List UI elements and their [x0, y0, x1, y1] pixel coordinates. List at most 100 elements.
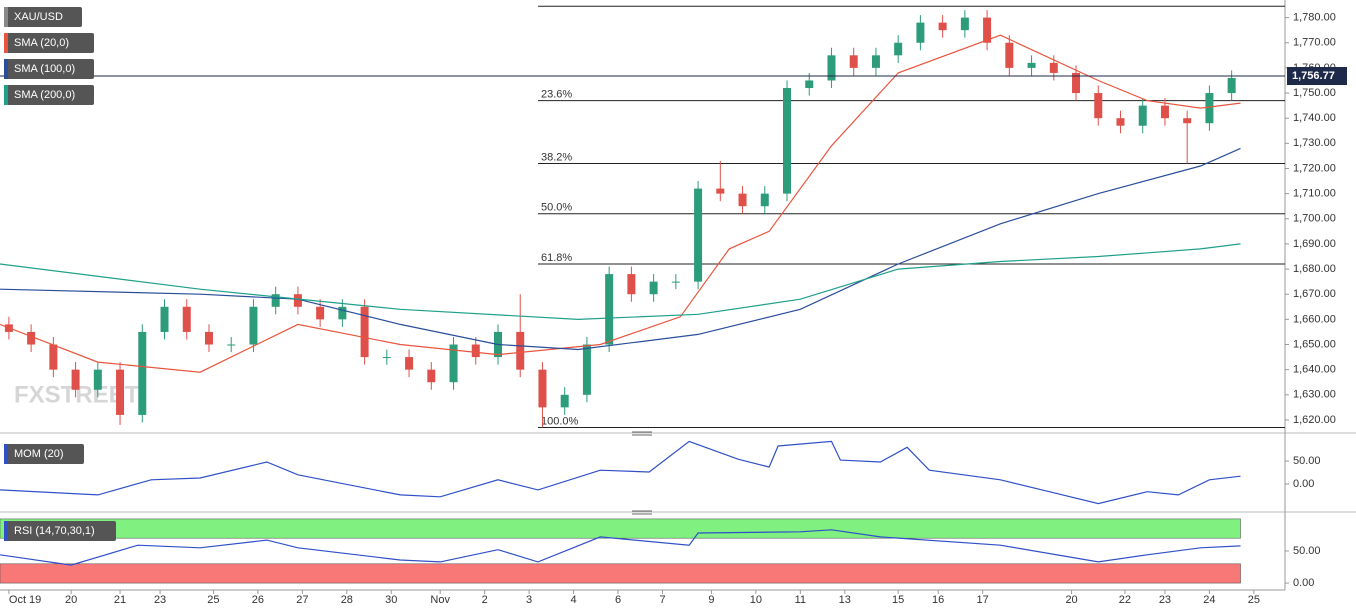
- candle-body: [1160, 105, 1169, 119]
- x-tick-label: 23: [154, 594, 166, 606]
- candle-body: [182, 306, 191, 332]
- resize-handle[interactable]: [632, 510, 652, 515]
- candle-body: [338, 306, 347, 320]
- x-tick-label: Oct 19: [9, 594, 41, 606]
- y-tick-label: 1,780.00: [1293, 12, 1336, 24]
- candle-body: [93, 369, 102, 390]
- fib-label: 100.0%: [541, 415, 579, 427]
- band: [0, 518, 1241, 539]
- x-tick-label: 13: [839, 594, 851, 606]
- candle-body: [1027, 62, 1036, 68]
- candle-body: [1094, 93, 1103, 119]
- candle-body: [516, 331, 525, 370]
- legend-label: XAU/USD: [14, 11, 63, 23]
- candle-body: [827, 55, 836, 81]
- y-tick-label: 0.00: [1293, 577, 1314, 589]
- legend-label: SMA (20,0): [14, 37, 69, 49]
- candle-body: [49, 344, 58, 370]
- series-line: [0, 243, 1241, 321]
- y-tick-label: 1,750.00: [1293, 87, 1336, 99]
- candle-body: [71, 369, 80, 390]
- legend-box: [4, 33, 94, 53]
- candle-body: [271, 294, 280, 307]
- legend-box: [4, 59, 94, 79]
- candle-body: [1072, 72, 1081, 94]
- x-tick-label: 25: [1248, 594, 1260, 606]
- x-tick-label: 6: [615, 594, 621, 606]
- candle-body: [405, 357, 414, 370]
- x-tick-label: 26: [252, 594, 264, 606]
- series-line: [0, 34, 1241, 373]
- candle-body: [916, 22, 925, 43]
- x-tick-label: 3: [526, 594, 532, 606]
- y-tick-label: 1,680.00: [1293, 263, 1336, 275]
- candle-body: [938, 22, 947, 31]
- x-tick-label: 22: [1119, 594, 1131, 606]
- candle-body: [382, 357, 391, 359]
- candle-body: [249, 306, 258, 345]
- fib-label: 38.2%: [541, 151, 572, 163]
- y-tick-label: 50.00: [1293, 455, 1321, 467]
- x-tick-label: 9: [708, 594, 714, 606]
- candle-body: [560, 394, 569, 408]
- candle-body: [1116, 118, 1125, 126]
- candle-body: [871, 55, 880, 68]
- candle-body: [960, 17, 969, 31]
- legend-swatch: [4, 521, 8, 541]
- x-tick-label: Nov: [430, 594, 450, 606]
- candle-body: [471, 344, 480, 358]
- candle-body: [116, 369, 125, 415]
- candle-body: [138, 331, 147, 415]
- legend-swatch: [4, 59, 8, 79]
- last-price-label: 1,756.77: [1292, 70, 1335, 82]
- candle-body: [427, 369, 436, 383]
- candle-body: [627, 274, 636, 295]
- candle-body: [1005, 42, 1014, 68]
- x-tick-label: 28: [341, 594, 353, 606]
- series-line: [0, 440, 1241, 505]
- candle-body: [983, 17, 992, 43]
- fib-label: 50.0%: [541, 202, 572, 214]
- y-tick-label: 1,630.00: [1293, 389, 1336, 401]
- candle-body: [894, 42, 903, 56]
- y-tick-label: 1,700.00: [1293, 213, 1336, 225]
- y-tick-label: 1,640.00: [1293, 364, 1336, 376]
- resize-handle[interactable]: [632, 431, 652, 436]
- legend-swatch: [4, 33, 8, 53]
- y-tick-label: 1,730.00: [1293, 137, 1336, 149]
- candle-body: [1049, 62, 1058, 73]
- candle-body: [805, 80, 814, 89]
- candle-body: [1138, 105, 1147, 126]
- y-tick-label: 1,670.00: [1293, 288, 1336, 300]
- legend-box: [4, 85, 94, 105]
- candle-body: [582, 344, 591, 395]
- x-tick-label: 4: [571, 594, 577, 606]
- x-tick-label: 17: [977, 594, 989, 606]
- y-tick-label: 1,650.00: [1293, 338, 1336, 350]
- x-tick-label: 30: [385, 594, 397, 606]
- y-tick-label: 1,770.00: [1293, 37, 1336, 49]
- x-tick-label: 15: [892, 594, 904, 606]
- y-tick-label: 1,620.00: [1293, 414, 1336, 426]
- candle-body: [204, 331, 213, 345]
- candle-body: [449, 344, 458, 383]
- x-tick-label: 21: [114, 594, 126, 606]
- legend-box: [4, 7, 82, 27]
- last-price-box: [1287, 67, 1347, 86]
- legend-label: SMA (200,0): [14, 89, 75, 101]
- candle-body: [227, 344, 236, 346]
- x-tick-label: 27: [296, 594, 308, 606]
- candle-body: [27, 331, 36, 345]
- candle-body: [649, 281, 658, 295]
- fib-label: 61.8%: [541, 252, 572, 264]
- x-tick-label: 24: [1203, 594, 1215, 606]
- y-tick-label: 1,740.00: [1293, 112, 1336, 124]
- candle-body: [671, 281, 680, 283]
- x-tick-label: 7: [659, 594, 665, 606]
- candle-body: [160, 306, 169, 332]
- y-tick-label: 0.00: [1293, 478, 1314, 490]
- candle-body: [360, 306, 369, 358]
- x-tick-label: 16: [932, 594, 944, 606]
- x-tick-label: 25: [207, 594, 219, 606]
